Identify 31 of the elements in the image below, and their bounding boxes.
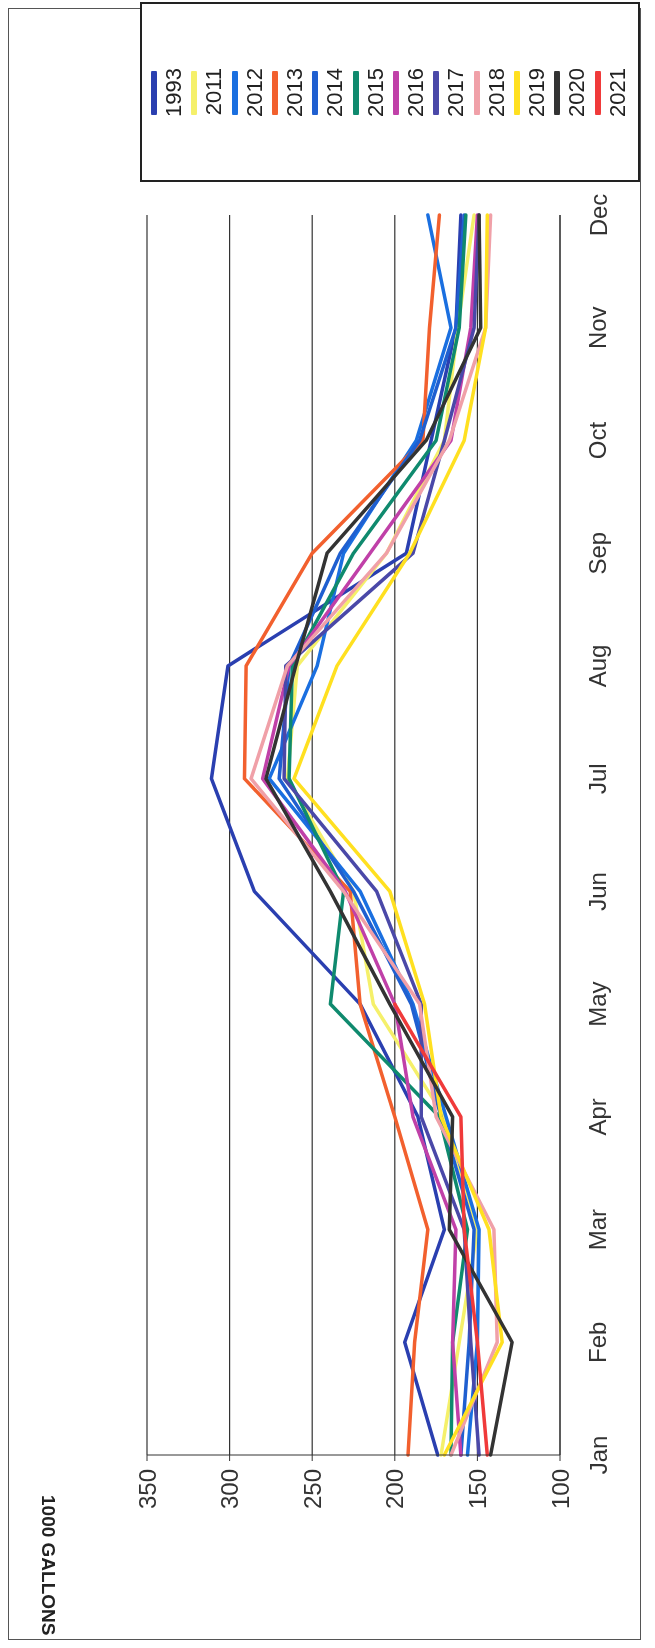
legend-label: 2014 — [322, 67, 349, 117]
x-tick-label: 350 — [133, 1469, 161, 1510]
y-tick-label: Jul — [584, 763, 612, 794]
legend-label: 2016 — [403, 67, 430, 117]
x-tick-label: 200 — [381, 1469, 409, 1510]
y-tick-label: Sep — [584, 531, 612, 575]
x-tick-label: 300 — [216, 1469, 244, 1510]
legend-label: 2013 — [282, 67, 309, 117]
legend-label: 2012 — [241, 67, 268, 117]
y-tick-label: Jun — [584, 872, 612, 911]
legend-label: 2021 — [604, 67, 631, 117]
y-tick-label: Aug — [584, 644, 612, 688]
legend-label: 1993 — [161, 67, 188, 117]
y-tick-label: Feb — [584, 1321, 612, 1363]
y-axis-title: 1000 GALLONS — [37, 1494, 59, 1636]
y-tick-label: May — [584, 981, 612, 1027]
y-tick-label: Jan — [584, 1435, 612, 1475]
y-tick-label: Mar — [584, 1208, 612, 1251]
y-tick-label: Apr — [584, 1098, 612, 1136]
legend-label: 2019 — [524, 67, 551, 117]
legend-label: 2018 — [483, 67, 510, 117]
legend-label: 2011 — [201, 68, 228, 116]
x-tick-label: 100 — [546, 1469, 574, 1510]
x-tick-label: 150 — [463, 1469, 491, 1510]
y-tick-label: Nov — [584, 306, 612, 350]
legend-label: 2020 — [564, 67, 591, 117]
legend-label: 2017 — [443, 67, 470, 117]
legend-label: 2015 — [362, 67, 389, 117]
x-tick-label: 250 — [298, 1469, 326, 1510]
y-tick-label: Dec — [584, 193, 612, 237]
y-tick-label: Oct — [584, 421, 612, 460]
